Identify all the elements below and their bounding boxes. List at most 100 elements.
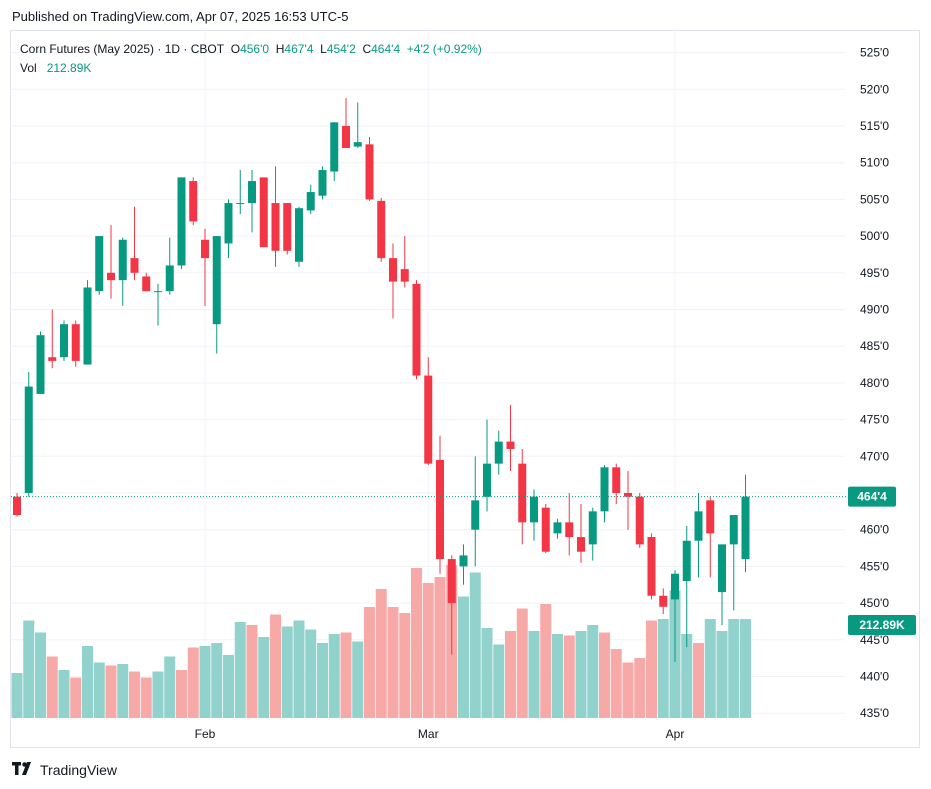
candle — [706, 496, 715, 578]
volume-bar — [563, 635, 575, 718]
candle-body — [271, 203, 280, 251]
volume-bar — [340, 632, 352, 718]
candle — [248, 170, 256, 233]
candle — [741, 474, 750, 573]
candle — [48, 309, 57, 369]
candle — [83, 280, 92, 365]
candle-body — [189, 181, 198, 222]
volume-bar — [352, 641, 364, 718]
volume-bar — [458, 596, 469, 718]
candle-body — [541, 507, 550, 552]
candle — [259, 177, 268, 248]
candle — [95, 236, 104, 295]
volume-bar — [129, 671, 140, 718]
volume-bar — [740, 619, 751, 718]
candle-body — [459, 555, 468, 567]
volume-bar — [716, 631, 728, 718]
candle — [694, 493, 703, 578]
candle-body — [694, 511, 703, 541]
tradingview-logo[interactable]: TradingView — [12, 762, 117, 778]
volume-bar — [93, 662, 105, 718]
candle-body — [95, 236, 104, 292]
volume-bar — [211, 643, 223, 718]
x-tick-label: Feb — [195, 727, 216, 741]
candle-body — [13, 496, 21, 516]
legend-vol-value: 212.89K — [46, 61, 92, 75]
candle-body — [471, 500, 480, 530]
x-tick-label: Mar — [418, 727, 439, 741]
candle-body — [201, 239, 209, 259]
candle-body — [577, 537, 585, 552]
volume-bar — [11, 673, 23, 718]
candle-body — [36, 335, 45, 394]
volume-bar — [387, 607, 399, 718]
candle — [459, 544, 468, 585]
y-tick-label: 495'0 — [860, 266, 889, 280]
legend-close-label: C — [362, 42, 372, 56]
candle — [189, 177, 198, 226]
candle — [506, 404, 515, 471]
volume-bar — [622, 662, 634, 718]
candle-body — [318, 170, 327, 196]
volume-bar — [35, 632, 46, 718]
y-tick-label: 490'0 — [860, 303, 889, 317]
y-tick-label: 500'0 — [860, 229, 889, 243]
last-price-badge — [848, 486, 896, 507]
candle-body — [212, 236, 221, 325]
volume-bar — [46, 656, 58, 718]
candle — [365, 137, 374, 201]
candle — [130, 206, 139, 281]
volume-bar — [528, 631, 540, 718]
candle-body — [436, 459, 444, 560]
volume-bar — [199, 646, 211, 718]
volume-bar — [281, 626, 293, 718]
candle-body — [24, 386, 33, 493]
volume-bar — [587, 625, 599, 718]
candle — [729, 515, 738, 611]
candle — [494, 430, 503, 475]
volume-bar — [117, 664, 129, 718]
y-tick-label: 445'0 — [860, 633, 889, 647]
candle — [224, 199, 233, 259]
volume-bar — [469, 572, 481, 718]
volume-bar — [704, 619, 716, 718]
volume-bar — [422, 583, 434, 718]
candle-body — [224, 203, 233, 244]
candle-body — [342, 126, 350, 149]
candle-body — [682, 540, 691, 582]
candle — [718, 544, 726, 626]
y-tick-label: 525'0 — [860, 46, 889, 60]
volume-bar — [293, 620, 305, 718]
volume-bar — [634, 658, 646, 718]
volume-bar — [223, 655, 234, 718]
volume-bar — [258, 637, 270, 718]
candle-body — [506, 441, 515, 449]
y-tick-label: 435'0 — [860, 706, 889, 720]
candle — [530, 489, 538, 541]
volume-bar — [505, 631, 516, 718]
volume-bar — [140, 677, 152, 718]
candle — [118, 237, 127, 306]
volume-bar — [552, 634, 563, 718]
candle-body — [447, 559, 456, 604]
volume-bar — [328, 634, 340, 718]
volume-bar — [540, 604, 552, 718]
candle-body — [706, 500, 715, 534]
volume-bar — [399, 613, 411, 718]
candle — [483, 419, 491, 512]
y-tick-label: 510'0 — [860, 156, 889, 170]
candle-body — [236, 203, 245, 205]
candle-body — [71, 324, 80, 361]
y-tick-label: 480'0 — [860, 376, 889, 390]
volume-bar — [493, 644, 505, 718]
candle-body — [130, 258, 139, 273]
candle — [236, 170, 245, 215]
candle — [165, 237, 174, 295]
volume-bar — [234, 622, 246, 718]
published-line: Published on TradingView.com, Apr 07, 20… — [12, 9, 349, 24]
candle — [177, 177, 186, 270]
volume-bar — [434, 577, 446, 718]
legend-close-value: 464'4 — [371, 42, 401, 56]
candle-body — [118, 239, 127, 281]
